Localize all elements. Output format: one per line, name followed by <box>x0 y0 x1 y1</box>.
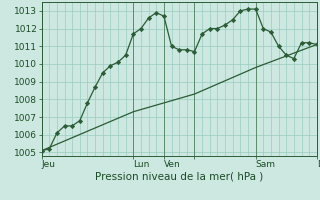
X-axis label: Pression niveau de la mer( hPa ): Pression niveau de la mer( hPa ) <box>95 172 263 182</box>
